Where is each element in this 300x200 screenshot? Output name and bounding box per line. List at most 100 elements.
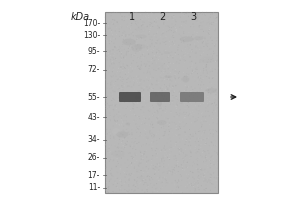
Point: [136, 38, 140, 41]
Point: [141, 143, 146, 146]
Point: [172, 91, 177, 94]
Point: [122, 171, 127, 174]
Point: [134, 162, 139, 165]
Point: [170, 86, 175, 89]
Point: [126, 176, 130, 180]
Point: [173, 133, 178, 136]
Point: [205, 13, 209, 16]
Point: [196, 36, 200, 40]
Point: [195, 163, 200, 166]
Point: [159, 126, 164, 129]
Point: [152, 54, 157, 58]
Point: [130, 11, 135, 14]
Point: [149, 176, 154, 179]
Point: [199, 143, 203, 146]
Point: [124, 72, 128, 75]
Point: [188, 118, 192, 121]
Point: [207, 40, 212, 43]
Point: [122, 155, 126, 158]
Point: [114, 66, 118, 69]
Point: [118, 175, 123, 178]
Point: [193, 145, 198, 148]
Point: [123, 73, 128, 76]
Text: 1: 1: [129, 12, 135, 22]
Point: [187, 177, 191, 180]
Point: [163, 113, 168, 116]
Ellipse shape: [163, 51, 169, 54]
Point: [122, 38, 127, 42]
Point: [112, 84, 117, 87]
Point: [196, 69, 201, 72]
Point: [110, 75, 115, 79]
Point: [128, 42, 133, 45]
Point: [180, 137, 185, 141]
Point: [202, 143, 207, 146]
Point: [147, 70, 152, 73]
Point: [205, 39, 210, 42]
Point: [206, 58, 211, 61]
Point: [142, 96, 147, 99]
Point: [213, 107, 218, 110]
Point: [214, 91, 219, 94]
Point: [200, 115, 205, 118]
Point: [165, 181, 170, 185]
Point: [113, 45, 118, 49]
Point: [200, 155, 205, 158]
Point: [151, 122, 155, 126]
Point: [167, 22, 172, 25]
Point: [175, 178, 180, 182]
Point: [153, 137, 158, 141]
Point: [193, 187, 198, 191]
Point: [126, 90, 130, 93]
Point: [142, 99, 146, 102]
Point: [213, 41, 218, 45]
Point: [141, 158, 146, 161]
Point: [148, 45, 152, 48]
Point: [206, 110, 210, 113]
Point: [194, 135, 199, 138]
Point: [138, 79, 142, 83]
Point: [177, 125, 182, 128]
Point: [160, 91, 165, 94]
Point: [109, 91, 114, 94]
Point: [116, 116, 120, 119]
Point: [165, 64, 170, 67]
Point: [211, 18, 215, 22]
Point: [176, 186, 181, 189]
Point: [128, 124, 132, 127]
Point: [121, 144, 126, 147]
Point: [118, 146, 122, 149]
Point: [151, 48, 156, 51]
Point: [159, 72, 164, 75]
Point: [143, 63, 148, 66]
Point: [150, 64, 154, 68]
Point: [128, 86, 133, 89]
Point: [197, 156, 202, 159]
Point: [161, 69, 166, 72]
Point: [193, 183, 197, 186]
Point: [185, 191, 190, 194]
Point: [143, 150, 148, 153]
Point: [108, 81, 113, 84]
Point: [188, 14, 193, 17]
Point: [160, 87, 165, 90]
Point: [214, 16, 219, 19]
Point: [168, 62, 173, 66]
Point: [164, 116, 169, 119]
Point: [106, 185, 111, 188]
Point: [167, 121, 172, 125]
Point: [111, 135, 116, 138]
Point: [211, 131, 216, 135]
Point: [168, 62, 173, 65]
Point: [199, 119, 204, 122]
Point: [144, 63, 149, 66]
Point: [110, 182, 114, 185]
Point: [188, 110, 193, 114]
Point: [121, 60, 126, 63]
Point: [123, 35, 128, 38]
Point: [193, 80, 198, 83]
Point: [179, 148, 184, 151]
Point: [149, 22, 154, 25]
Point: [142, 21, 147, 24]
Point: [152, 97, 157, 100]
